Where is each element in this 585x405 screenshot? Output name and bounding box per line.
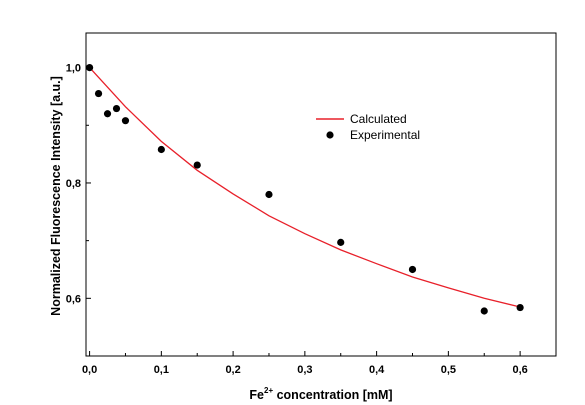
y-axis-label: Normalized Fluorescence Intensity [a.u.] [49, 76, 63, 316]
x-axis-label-suffix: concentration [mM] [273, 388, 392, 402]
legend-calculated-label: Calculated [350, 112, 407, 126]
calculated-line [89, 67, 521, 308]
experimental-point [516, 303, 524, 312]
experimental-point [480, 307, 488, 315]
x-tick-label: 0,2 [225, 364, 240, 376]
experimental-point [265, 190, 273, 199]
experimental-point [94, 89, 103, 98]
x-axis: 0,0 0,1 0,2 0,3 0,4 0,5 0,6 [82, 351, 528, 376]
x-axis-label-prefix: Fe [249, 388, 264, 402]
legend: Calculated Experimental [316, 112, 420, 142]
x-tick-label: 0,5 [441, 364, 456, 376]
y-tick-label: 0,6 [66, 293, 81, 305]
y-tick-label: 0,8 [66, 178, 81, 190]
experimental-point [112, 104, 121, 113]
plot-area [85, 64, 524, 315]
legend-experimental-label: Experimental [350, 128, 420, 142]
experimental-point [157, 145, 165, 154]
experimental-point [193, 161, 201, 169]
x-tick-label: 0,6 [512, 364, 527, 376]
x-tick-label: 0,3 [297, 364, 312, 376]
y-axis: 0,6 0,8 1,0 [66, 63, 91, 357]
y-tick-label: 1,0 [66, 63, 81, 75]
plot-frame [85, 32, 557, 357]
experimental-point [103, 110, 112, 118]
experimental-point [337, 238, 345, 246]
experimental-point [121, 117, 130, 125]
x-tick-label: 0,1 [154, 364, 169, 376]
experimental-point [85, 64, 94, 72]
legend-experimental-marker [326, 131, 334, 139]
x-axis-label-superscript: 2+ [264, 386, 273, 395]
x-axis-label: Fe2+ concentration [mM] [249, 386, 392, 402]
x-tick-label: 0,4 [369, 364, 385, 376]
x-tick-label: 0,0 [82, 364, 97, 376]
experimental-point [408, 265, 417, 274]
